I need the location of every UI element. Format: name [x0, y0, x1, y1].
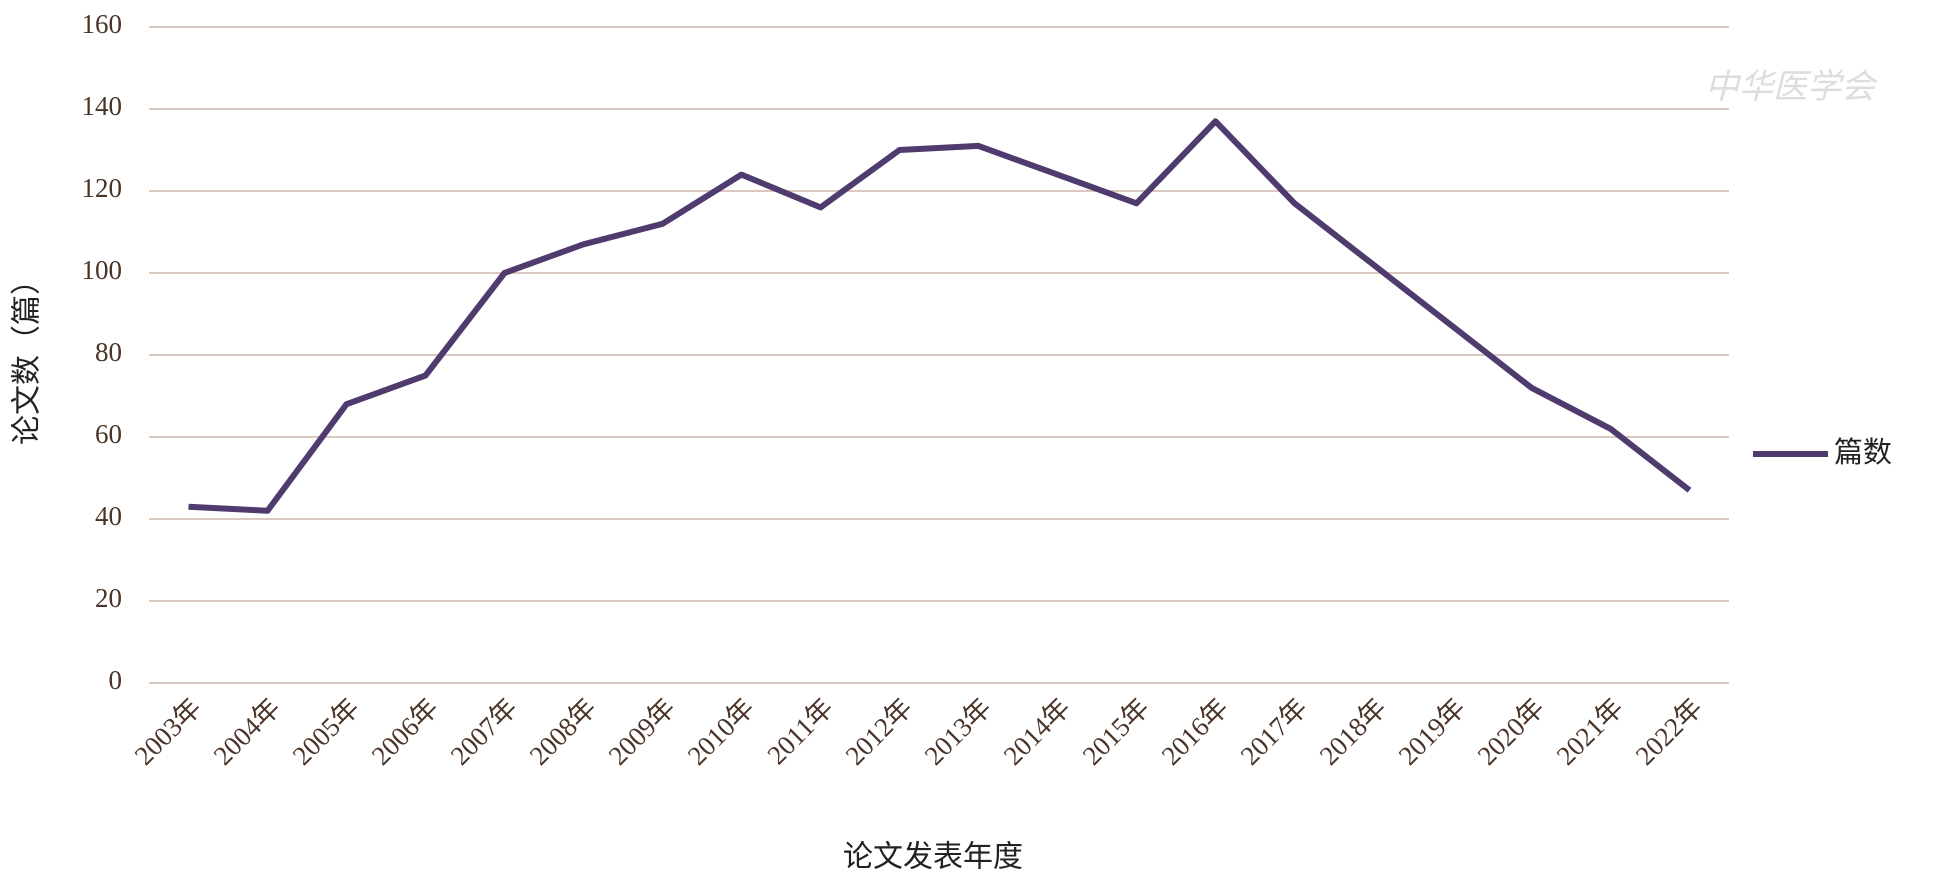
y-tick-label: 40: [95, 501, 122, 531]
y-tick-label: 100: [82, 255, 123, 285]
x-tick-label: 2015年: [1077, 692, 1155, 770]
y-axis-title: 论文数（篇）: [10, 265, 45, 445]
x-tick-label: 2011年: [761, 692, 839, 770]
x-tick-label: 2004年: [208, 692, 286, 770]
y-tick-label: 160: [82, 9, 123, 39]
x-tick-label: 2021年: [1551, 692, 1629, 770]
y-tick-label: 140: [82, 91, 123, 121]
x-tick-label: 2013年: [919, 692, 997, 770]
x-tick-label: 2018年: [1314, 692, 1392, 770]
y-tick-label: 120: [82, 173, 123, 203]
x-tick-label: 2012年: [840, 692, 918, 770]
watermark: 中华医学会: [1705, 69, 1879, 106]
line-series: [188, 118, 1692, 514]
x-axis-title: 论文发表年度: [843, 840, 1023, 875]
x-tick-label: 2008年: [524, 692, 602, 770]
x-tick-label: 2009年: [603, 692, 681, 770]
x-tick-label: 2017年: [1235, 692, 1313, 770]
x-tick-label: 2019年: [1393, 692, 1471, 770]
x-tick-label: 2003年: [129, 692, 207, 770]
x-tick-label: 2014年: [998, 692, 1076, 770]
x-tick-label: 2022年: [1630, 692, 1708, 770]
x-tick-label: 2020年: [1472, 692, 1550, 770]
x-tick-label: 2010年: [682, 692, 760, 770]
x-tick-label: 2007年: [445, 692, 523, 770]
legend-label: 篇数: [1834, 435, 1892, 469]
x-tick-label: 2006年: [366, 692, 444, 770]
x-tick-label: 2016年: [1156, 692, 1234, 770]
y-tick-label: 60: [95, 419, 122, 449]
x-tick-label: 2005年: [287, 692, 365, 770]
y-tick-label: 80: [95, 337, 122, 367]
y-tick-label: 0: [109, 665, 123, 695]
y-tick-label: 20: [95, 583, 122, 613]
